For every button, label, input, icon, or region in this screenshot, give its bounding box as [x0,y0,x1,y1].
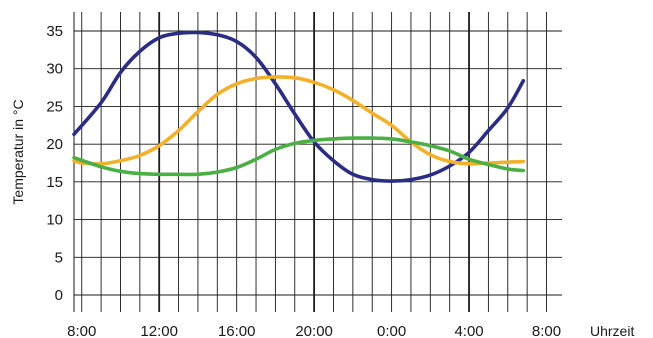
series-layer [72,30,526,183]
x-tick-label: 4:00 [454,323,483,338]
y-tick-labels: 0 5 10 15 20 25 30 35 [46,23,63,304]
x-tick-label: 8:00 [67,323,96,338]
y-axis-title: Temperatur in °C [10,99,26,204]
x-tick-label: 16:00 [218,323,256,338]
y-tick-label: 5 [55,249,63,266]
x-tick-label: 20:00 [295,323,333,338]
x-tick-label: 12:00 [140,323,178,338]
series-line-1 [72,30,526,183]
y-tick-label: 0 [55,287,63,304]
y-tick-label: 25 [46,98,63,115]
series-line-2 [72,75,526,166]
y-tick-label: 15 [46,174,63,191]
y-tick-label: 35 [46,23,63,40]
x-axis-title: Uhrzeit [590,323,634,338]
x-tick-label: 8:00 [532,323,561,338]
x-tick-label: 0:00 [377,323,406,338]
y-tick-label: 10 [46,212,63,229]
y-tick-label: 20 [46,136,63,153]
series-line-3 [72,136,526,177]
y-tick-label: 30 [46,61,63,78]
x-tick-labels: 8:00 12:00 16:00 20:00 0:00 4:00 8:00 [67,323,561,338]
